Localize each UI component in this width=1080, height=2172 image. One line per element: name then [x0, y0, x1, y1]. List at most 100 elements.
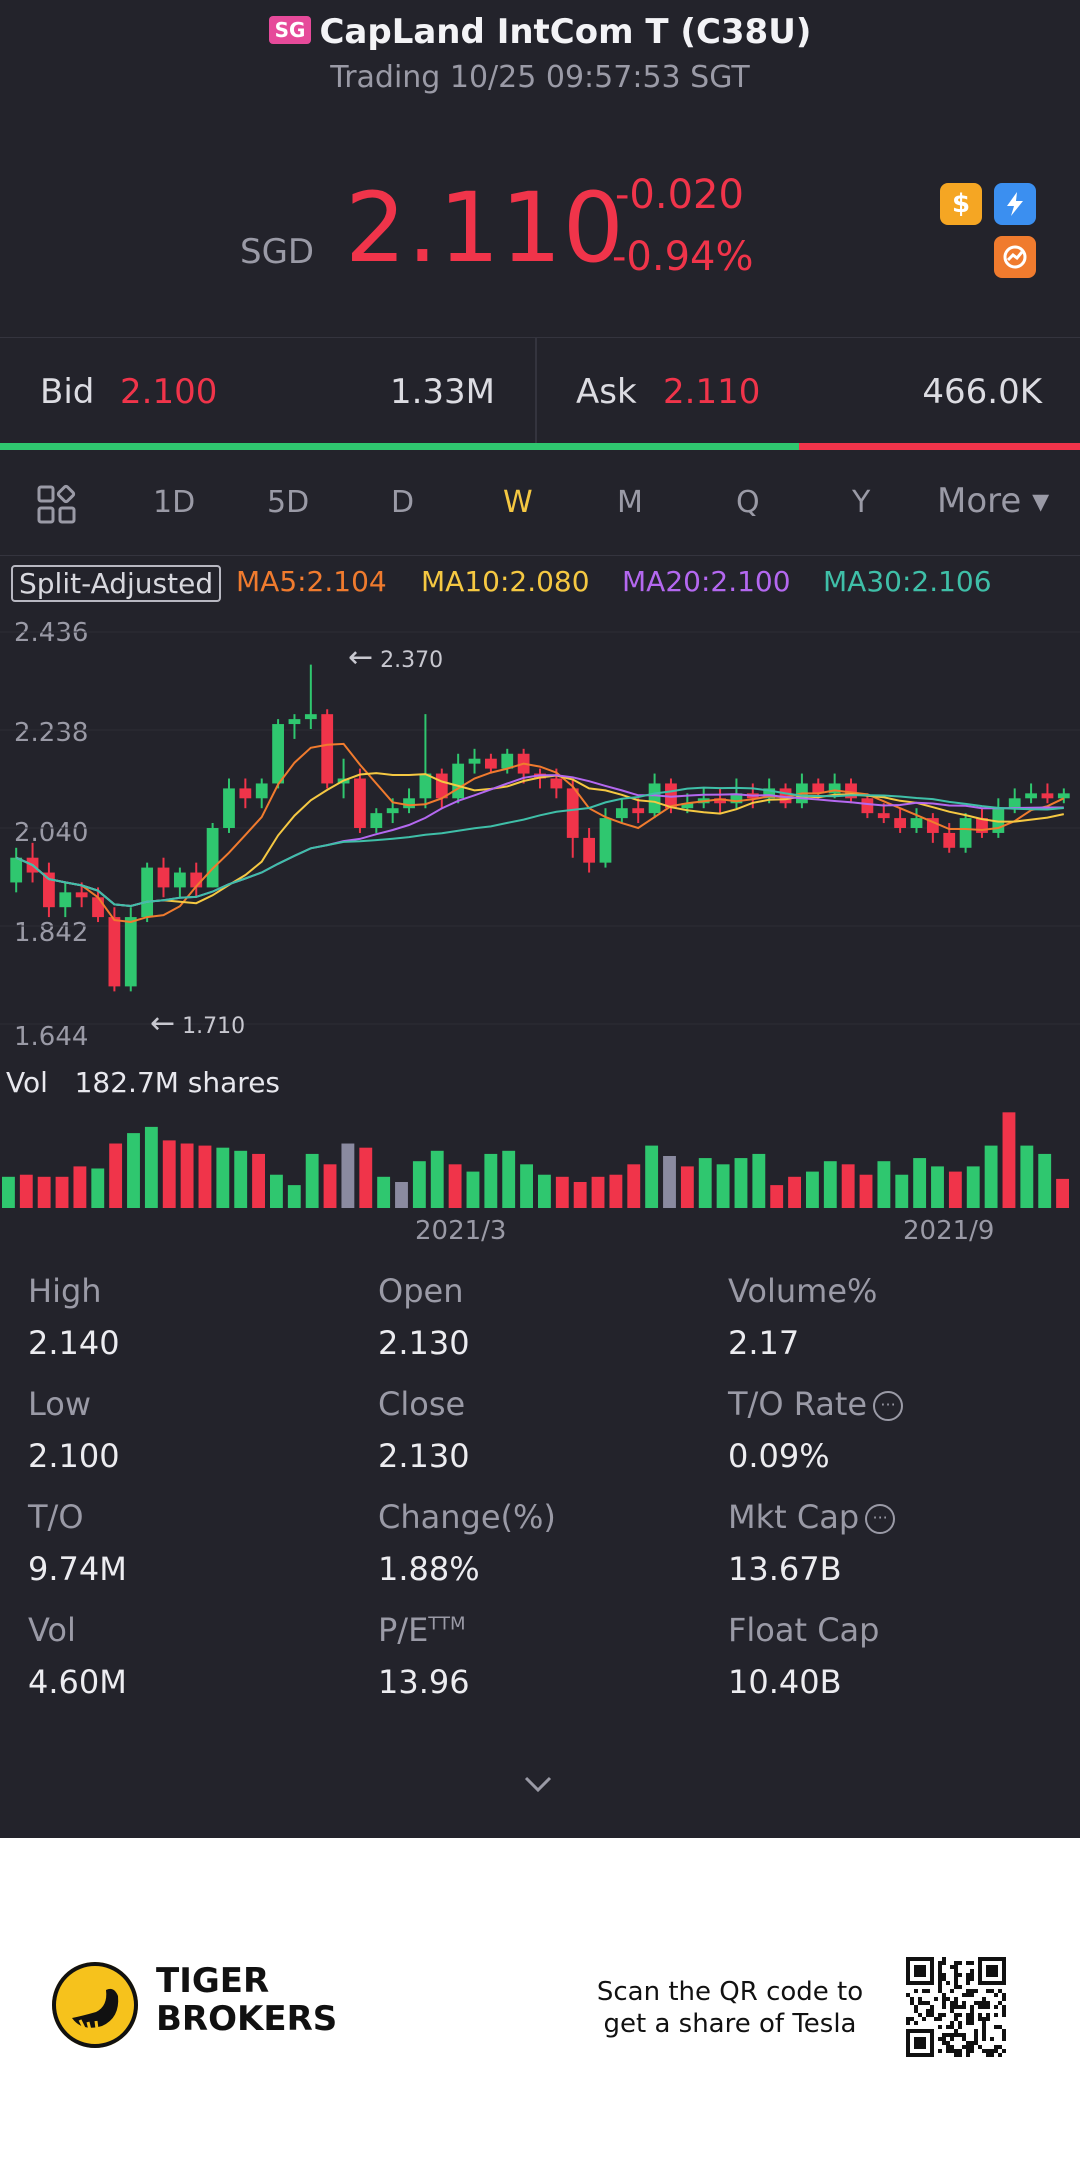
candle[interactable]: [615, 798, 628, 824]
candle[interactable]: [877, 803, 890, 824]
volume-bar[interactable]: [109, 1143, 123, 1208]
volume-bar[interactable]: [341, 1143, 355, 1208]
volume-bar[interactable]: [323, 1164, 337, 1208]
volume-bar[interactable]: [430, 1150, 444, 1208]
tab-1d[interactable]: 1D: [153, 485, 196, 520]
candle[interactable]: [272, 719, 284, 789]
candle[interactable]: [190, 862, 203, 898]
volume-bar[interactable]: [966, 1166, 980, 1208]
candle[interactable]: [1025, 783, 1037, 804]
candle[interactable]: [304, 664, 317, 730]
candle[interactable]: [894, 808, 907, 833]
volume-bar[interactable]: [144, 1126, 158, 1208]
tab-5d[interactable]: 5D: [267, 485, 310, 520]
volume-bar[interactable]: [270, 1174, 283, 1208]
volume-bar[interactable]: [734, 1158, 748, 1208]
candle[interactable]: [206, 823, 219, 888]
volume-bar[interactable]: [1002, 1112, 1016, 1208]
tab-m[interactable]: M: [617, 485, 643, 520]
candle[interactable]: [108, 907, 121, 992]
volume-bar[interactable]: [395, 1182, 408, 1208]
candle[interactable]: [403, 788, 415, 814]
candle[interactable]: [1041, 783, 1054, 804]
candle[interactable]: [10, 847, 23, 893]
volume-bar[interactable]: [287, 1185, 301, 1208]
volume-bar[interactable]: [841, 1164, 855, 1208]
candle[interactable]: [321, 709, 334, 789]
candle[interactable]: [796, 773, 808, 809]
candle[interactable]: [370, 808, 383, 833]
volume-bar[interactable]: [984, 1145, 998, 1208]
candle[interactable]: [959, 813, 972, 853]
candle[interactable]: [452, 753, 465, 804]
volume-bar[interactable]: [645, 1145, 659, 1208]
candle[interactable]: [779, 783, 792, 809]
candle[interactable]: [697, 788, 710, 809]
volume-bar[interactable]: [627, 1164, 641, 1208]
volume-bar[interactable]: [127, 1133, 140, 1208]
candle[interactable]: [484, 753, 497, 774]
candle[interactable]: [566, 778, 579, 858]
candle[interactable]: [435, 768, 448, 809]
volume-bar[interactable]: [252, 1153, 265, 1208]
candle[interactable]: [255, 778, 268, 809]
tab-q[interactable]: Q: [736, 485, 760, 520]
candle[interactable]: [92, 887, 104, 923]
volume-bar[interactable]: [73, 1166, 87, 1208]
volume-bar[interactable]: [1020, 1145, 1034, 1208]
volume-bar[interactable]: [19, 1174, 33, 1208]
chart-icon[interactable]: [994, 236, 1036, 278]
volume-bar[interactable]: [609, 1174, 623, 1208]
volume-bar[interactable]: [484, 1153, 498, 1208]
volume-bar[interactable]: [1056, 1178, 1069, 1208]
volume-bar[interactable]: [37, 1176, 51, 1208]
volume-bar[interactable]: [573, 1182, 587, 1208]
volume-bar[interactable]: [377, 1176, 391, 1208]
volume-bar[interactable]: [913, 1158, 927, 1208]
candle[interactable]: [632, 798, 645, 824]
volume-bar[interactable]: [770, 1185, 784, 1208]
candle[interactable]: [845, 778, 857, 804]
volume-bar[interactable]: [806, 1171, 819, 1208]
volume-bar[interactable]: [859, 1174, 873, 1208]
volume-bar[interactable]: [931, 1166, 944, 1208]
volume-bar[interactable]: [180, 1143, 194, 1208]
tab-d[interactable]: D: [391, 485, 415, 520]
volume-bar[interactable]: [448, 1164, 462, 1208]
candle[interactable]: [992, 798, 1005, 838]
candle[interactable]: [239, 778, 252, 809]
volume-bar[interactable]: [716, 1164, 730, 1208]
qr-code-icon[interactable]: [906, 1957, 1006, 2057]
volume-bar[interactable]: [663, 1156, 676, 1208]
candle[interactable]: [141, 862, 154, 923]
candle[interactable]: [583, 828, 596, 873]
candlestick-chart[interactable]: [0, 620, 1080, 1040]
candle[interactable]: [354, 768, 366, 833]
stat-label[interactable]: Mkt Cap ···: [728, 1498, 896, 1536]
volume-bar[interactable]: [823, 1161, 837, 1208]
volume-bar[interactable]: [948, 1171, 962, 1208]
candle[interactable]: [1057, 788, 1070, 804]
candle[interactable]: [861, 793, 874, 819]
stat-label[interactable]: T/O Rate ···: [728, 1385, 904, 1423]
volume-bar[interactable]: [359, 1147, 373, 1208]
candle[interactable]: [43, 862, 55, 918]
candle[interactable]: [157, 857, 170, 898]
volume-bar[interactable]: [198, 1145, 212, 1208]
layout-grid-icon[interactable]: [36, 484, 78, 530]
volume-bar[interactable]: [680, 1166, 694, 1208]
tab-w[interactable]: W: [503, 485, 533, 520]
volume-bar[interactable]: [752, 1153, 766, 1208]
tab-y[interactable]: Y: [852, 485, 871, 520]
volume-bar[interactable]: [412, 1161, 426, 1208]
candle[interactable]: [173, 867, 186, 898]
more-info-icon[interactable]: ···: [873, 1391, 904, 1421]
candle[interactable]: [976, 808, 988, 838]
volume-bar[interactable]: [162, 1140, 176, 1208]
volume-bar[interactable]: [216, 1147, 230, 1208]
volume-bar[interactable]: [466, 1171, 480, 1208]
candle[interactable]: [223, 778, 235, 833]
dollar-icon[interactable]: $: [940, 183, 982, 225]
volume-bar[interactable]: [698, 1158, 712, 1208]
candle[interactable]: [910, 808, 923, 833]
